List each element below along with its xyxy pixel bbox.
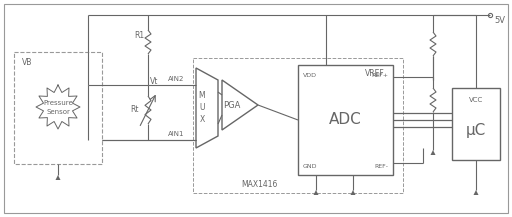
- Text: GND: GND: [303, 164, 317, 169]
- Text: Pressure: Pressure: [43, 100, 73, 106]
- Text: U: U: [199, 104, 205, 112]
- Text: REF-: REF-: [374, 164, 388, 169]
- Polygon shape: [196, 68, 218, 148]
- Text: ADC: ADC: [329, 112, 362, 128]
- Text: VCC: VCC: [469, 97, 483, 103]
- Bar: [452, 88, 500, 160]
- Text: M: M: [199, 92, 205, 100]
- Text: REF+: REF+: [371, 73, 388, 78]
- Text: 5V: 5V: [494, 16, 505, 25]
- Polygon shape: [313, 190, 318, 195]
- Text: AIN1: AIN1: [168, 131, 184, 137]
- Text: VDD: VDD: [303, 73, 317, 78]
- Polygon shape: [474, 190, 479, 195]
- Text: PGA: PGA: [223, 100, 241, 110]
- Polygon shape: [222, 80, 258, 130]
- Text: VREF: VREF: [365, 69, 385, 78]
- Bar: [298, 65, 393, 175]
- Text: μC: μC: [466, 123, 486, 138]
- Text: AIN2: AIN2: [168, 76, 184, 82]
- Text: VB: VB: [22, 58, 32, 67]
- Polygon shape: [351, 190, 355, 195]
- Text: X: X: [199, 115, 205, 125]
- Polygon shape: [55, 175, 60, 180]
- Text: R1: R1: [134, 31, 144, 41]
- Bar: [14, 52, 102, 164]
- Bar: [193, 58, 403, 193]
- Text: Sensor: Sensor: [46, 109, 70, 115]
- Text: Vt: Vt: [150, 77, 158, 87]
- Text: MAX1416: MAX1416: [241, 180, 278, 189]
- Text: Rt: Rt: [130, 105, 139, 115]
- Polygon shape: [431, 150, 436, 155]
